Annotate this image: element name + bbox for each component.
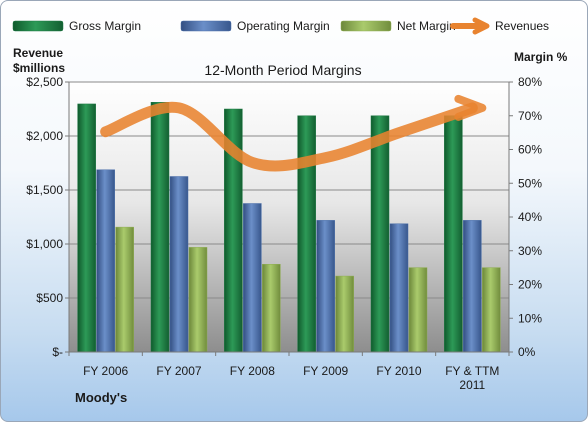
bar-operating-margin: [463, 220, 482, 353]
bar-net-margin: [482, 267, 501, 353]
bar-gross-margin: [444, 115, 463, 353]
bar-gross-margin: [77, 103, 96, 353]
bar-operating-margin: [169, 176, 189, 353]
plot-area: [69, 82, 509, 352]
bar-net-margin: [115, 226, 134, 353]
y-right-tick-label: 40%: [518, 210, 542, 224]
y-left-tick-label: $1,500: [26, 183, 63, 197]
legend-label-operating-margin: Operating Margin: [237, 19, 330, 33]
bar-net-margin: [188, 247, 208, 353]
legend-label-revenues: Revenues: [495, 19, 549, 33]
x-tick-label: FY 2006: [83, 364, 128, 378]
brand-label: Moody's: [75, 390, 127, 405]
bar-gross-margin: [297, 115, 316, 353]
y-right-tick-label: 10%: [518, 311, 542, 325]
y-left-tick-label: $2,500: [26, 75, 63, 89]
chart-title: 12-Month Period Margins: [204, 62, 361, 78]
bar-operating-margin: [389, 223, 409, 353]
x-tick-label: FY 2008: [230, 364, 275, 378]
revenue-line-layer: [100, 94, 487, 172]
x-tick-label: FY 2009: [303, 364, 348, 378]
line-revenues: [100, 101, 478, 172]
x-tick-label: FY 2010: [376, 364, 421, 378]
legend-swatch-operating-margin: [180, 20, 232, 32]
bar-operating-margin: [96, 169, 115, 353]
y-right-tick-label: 70%: [518, 109, 542, 123]
y-left-tick-label: $2,000: [26, 129, 63, 143]
y-right-tick-label: 30%: [518, 244, 542, 258]
y-left-tick-label: $500: [36, 291, 63, 305]
bar-gross-margin: [150, 102, 170, 353]
bar-operating-margin: [243, 203, 262, 353]
y-right-tick-label: 0%: [518, 345, 536, 359]
legend-arrowhead-icon: [472, 17, 490, 35]
legend-label-net-margin: Net Margin: [397, 19, 456, 33]
legend: Gross Margin Operating Margin Net Margin Re…: [12, 17, 549, 35]
bar-operating-margin: [316, 220, 335, 353]
legend-label-gross-margin: Gross Margin: [69, 19, 141, 33]
gridlines: [69, 81, 509, 299]
x-tick-label: FY & TTM 2011: [445, 364, 499, 392]
y-right-axis-label: Margin %: [514, 50, 568, 64]
y-right-tick-label: 50%: [518, 176, 542, 190]
bar-net-margin: [335, 275, 354, 353]
bar-net-margin: [408, 267, 428, 353]
y-right-tick-label: 60%: [518, 143, 542, 157]
axes: $- $500 $1,000 $1,500 $2,000 $2,500 0% 10% 20% 30…: [26, 75, 542, 392]
x-tick-label: FY 2007: [156, 364, 201, 378]
y-left-axis-label-line-2: $millions: [13, 61, 65, 75]
bar-gross-margin: [370, 115, 390, 353]
y-left-tick-label: $1,000: [26, 237, 63, 251]
y-right-tick-label: 80%: [518, 75, 542, 89]
y-left-tick-label: $-: [52, 345, 63, 359]
y-left-axis-label-line-1: Revenue: [13, 46, 63, 60]
bar-net-margin: [262, 264, 281, 353]
line-revenues-arrowhead: [454, 94, 487, 121]
y-right-tick-label: 20%: [518, 278, 542, 292]
legend-swatch-gross-margin: [12, 20, 64, 32]
legend-swatch-net-margin: [340, 20, 392, 32]
